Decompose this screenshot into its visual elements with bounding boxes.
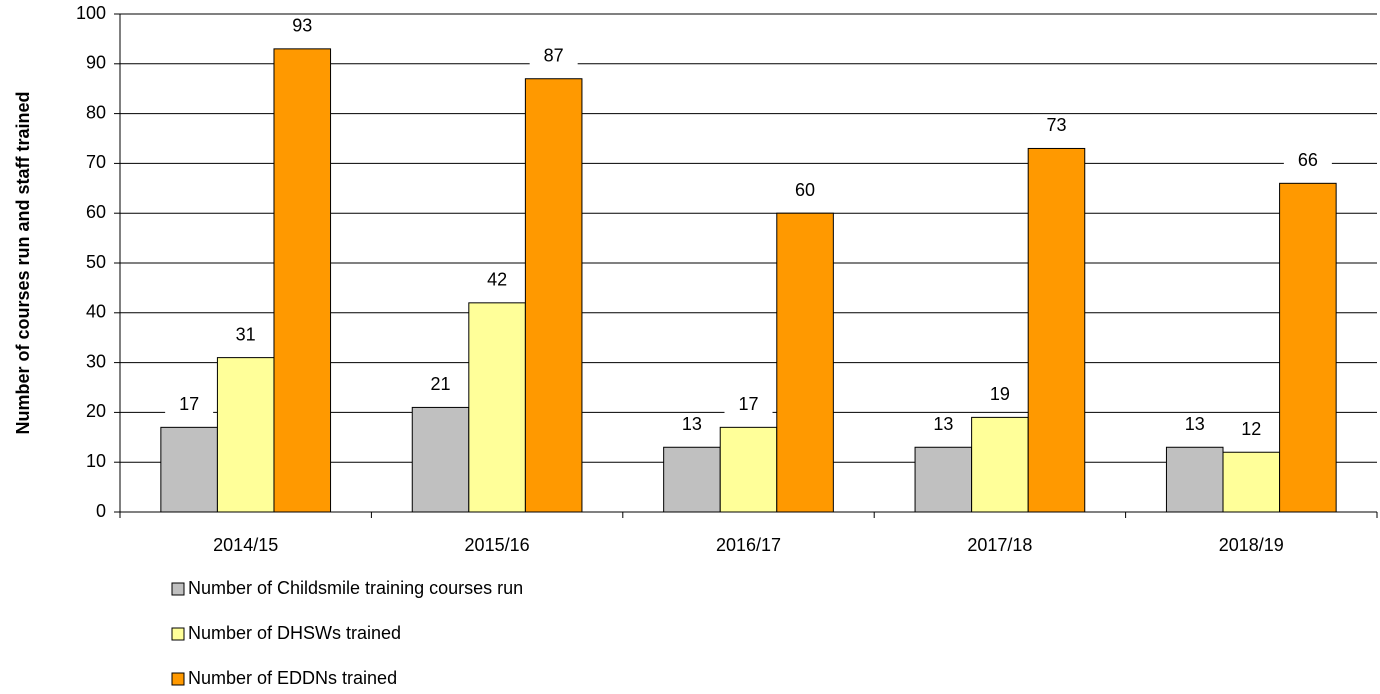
bar	[776, 212, 834, 513]
data-label: 66	[1298, 150, 1318, 170]
data-label-bg	[919, 413, 968, 438]
data-label: 60	[795, 180, 815, 200]
data-label-bg	[1283, 149, 1332, 174]
bar	[273, 48, 332, 513]
data-label-bg	[781, 179, 830, 204]
data-label-bg	[1032, 114, 1081, 139]
data-label-bg	[473, 268, 522, 293]
data-label: 13	[933, 414, 953, 434]
legend-label: Number of DHSWs trained	[188, 623, 401, 643]
bar	[719, 426, 778, 513]
y-tick-label: 50	[86, 252, 106, 272]
bar	[1027, 147, 1086, 513]
data-label: 21	[431, 374, 451, 394]
bar	[1279, 182, 1337, 513]
data-label: 17	[179, 394, 199, 414]
data-label-bg	[165, 393, 214, 418]
data-label-bg	[278, 14, 327, 39]
data-label-bg	[667, 413, 716, 438]
x-tick-label: 2018/19	[1219, 535, 1284, 555]
legend-swatch	[171, 672, 185, 686]
data-label-bg	[724, 393, 773, 418]
data-label: 12	[1241, 419, 1261, 439]
data-label: 19	[990, 384, 1010, 404]
y-tick-label: 30	[86, 351, 106, 371]
y-tick-label: 70	[86, 152, 106, 172]
y-tick-label: 60	[86, 202, 106, 222]
data-label-bg	[416, 373, 465, 398]
legend-label: Number of Childsmile training courses ru…	[188, 578, 523, 598]
data-label: 73	[1046, 115, 1066, 135]
data-label-bg	[1227, 418, 1276, 443]
data-label: 87	[544, 45, 564, 65]
data-label: 17	[738, 394, 758, 414]
bar	[914, 446, 973, 513]
x-tick-label: 2015/16	[465, 535, 530, 555]
data-label: 31	[236, 324, 256, 344]
data-label-bg	[975, 383, 1024, 408]
data-label: 13	[1185, 414, 1205, 434]
legend-swatch	[171, 582, 185, 596]
bar	[971, 416, 1029, 513]
legend-label: Number of EDDNs trained	[188, 668, 397, 688]
bar	[411, 406, 470, 513]
x-tick-label: 2017/18	[967, 535, 1032, 555]
y-tick-label: 80	[86, 102, 106, 122]
y-tick-label: 90	[86, 53, 106, 73]
data-label: 93	[292, 16, 312, 36]
y-axis-title: Number of courses run and staff trained	[13, 91, 33, 434]
legend-swatch	[171, 627, 185, 641]
bar	[524, 78, 583, 513]
bar	[468, 302, 526, 513]
data-label-bg	[221, 323, 270, 348]
data-label-bg	[1170, 413, 1219, 438]
data-label-bg	[529, 44, 578, 69]
bar	[216, 357, 275, 513]
bar	[160, 426, 218, 513]
y-tick-label: 100	[76, 3, 106, 23]
bar	[663, 446, 721, 513]
x-tick-label: 2016/17	[716, 535, 781, 555]
x-tick-label: 2014/15	[213, 535, 278, 555]
y-tick-label: 20	[86, 401, 106, 421]
bar	[1165, 446, 1224, 513]
bar	[1222, 451, 1281, 513]
data-label: 42	[487, 270, 507, 290]
y-tick-label: 40	[86, 302, 106, 322]
y-tick-label: 0	[96, 501, 106, 521]
data-label: 13	[682, 414, 702, 434]
y-tick-label: 10	[86, 451, 106, 471]
